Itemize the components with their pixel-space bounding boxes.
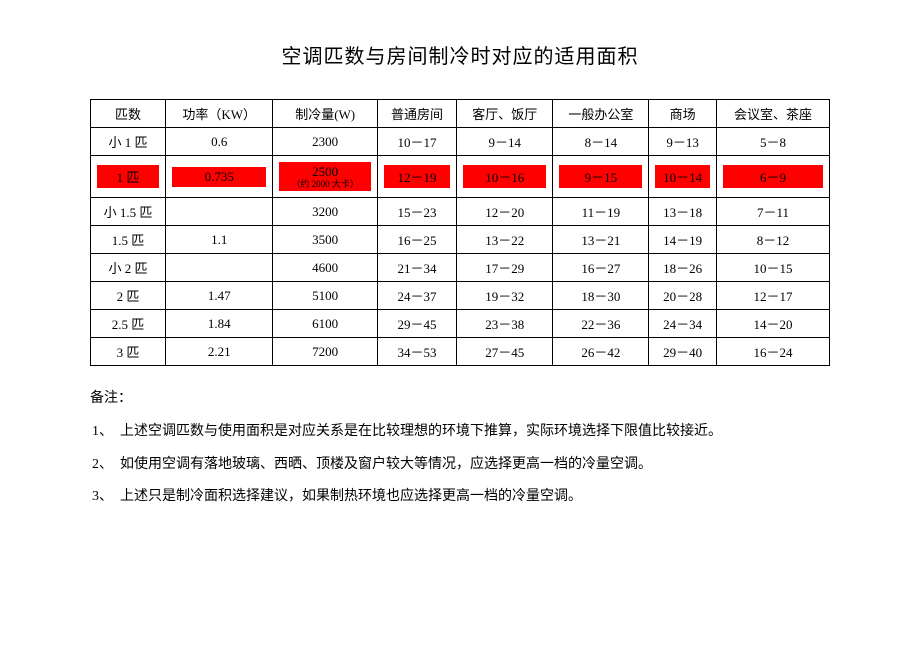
table-row: 小 1 匹0.6230010－179－148－149－135－8 [91, 128, 830, 156]
table-cell: 18－26 [649, 254, 717, 282]
table-cell: 2500（约 2000 大卡） [273, 156, 378, 198]
table-cell: 4600 [273, 254, 378, 282]
header-cell: 会议室、茶座 [716, 100, 829, 128]
table-cell: 17－29 [457, 254, 553, 282]
highlighted-value: 10－14 [655, 165, 710, 188]
table-cell: 21－34 [377, 254, 456, 282]
table-cell: 9－14 [457, 128, 553, 156]
highlighted-value: 2500（约 2000 大卡） [279, 162, 371, 192]
table-cell: 27－45 [457, 338, 553, 366]
table-cell: 26－42 [553, 338, 649, 366]
table-cell: 6－9 [716, 156, 829, 198]
table-cell: 10－17 [377, 128, 456, 156]
table-cell: 16－24 [716, 338, 829, 366]
table-cell: 10－15 [716, 254, 829, 282]
highlighted-value: 0.735 [172, 167, 266, 187]
header-cell: 一般办公室 [553, 100, 649, 128]
table-cell: 19－32 [457, 282, 553, 310]
header-cell: 功率（KW） [166, 100, 273, 128]
table-cell: 9－13 [649, 128, 717, 156]
table-cell: 20－28 [649, 282, 717, 310]
table-cell: 7200 [273, 338, 378, 366]
table-cell: 24－34 [649, 310, 717, 338]
header-cell: 匹数 [91, 100, 166, 128]
table-cell: 12－17 [716, 282, 829, 310]
ac-area-table: 匹数 功率（KW） 制冷量(W) 普通房间 客厅、饭厅 一般办公室 商场 会议室… [90, 99, 830, 366]
table-cell: 6100 [273, 310, 378, 338]
table-cell: 0.735 [166, 156, 273, 198]
table-cell [166, 254, 273, 282]
table-cell: 22－36 [553, 310, 649, 338]
table-cell: 34－53 [377, 338, 456, 366]
table-row: 1.5 匹1.1350016－2513－2213－2114－198－12 [91, 226, 830, 254]
table-cell: 14－20 [716, 310, 829, 338]
table-cell: 23－38 [457, 310, 553, 338]
header-cell: 普通房间 [377, 100, 456, 128]
table-cell: 1.1 [166, 226, 273, 254]
table-cell: 13－22 [457, 226, 553, 254]
table-cell: 2300 [273, 128, 378, 156]
table-cell: 8－14 [553, 128, 649, 156]
note-item: 3、 上述只是制冷面积选择建议，如果制热环境也应选择更高一档的冷量空调。 [92, 482, 830, 513]
table-cell: 16－27 [553, 254, 649, 282]
highlighted-value: 10－16 [463, 165, 546, 188]
table-cell: 16－25 [377, 226, 456, 254]
table-cell: 13－18 [649, 198, 717, 226]
table-cell: 29－45 [377, 310, 456, 338]
table-cell: 3500 [273, 226, 378, 254]
table-cell: 9－15 [553, 156, 649, 198]
table-cell: 10－16 [457, 156, 553, 198]
table-cell: 12－19 [377, 156, 456, 198]
table-cell: 14－19 [649, 226, 717, 254]
table-cell: 0.6 [166, 128, 273, 156]
table-cell [166, 198, 273, 226]
table-cell: 24－37 [377, 282, 456, 310]
table-row: 2 匹1.47510024－3719－3218－3020－2812－17 [91, 282, 830, 310]
table-row: 小 1.5 匹 320015－2312－2011－1913－187－11 [91, 198, 830, 226]
table-cell: 1 匹 [91, 156, 166, 198]
note-item: 1、 上述空调匹数与使用面积是对应关系是在比较理想的环境下推算，实际环境选择下限… [92, 417, 830, 448]
table-cell: 2.5 匹 [91, 310, 166, 338]
highlighted-value: 1 匹 [97, 165, 159, 188]
table-cell: 10－14 [649, 156, 717, 198]
table-cell: 小 2 匹 [91, 254, 166, 282]
table-row: 小 2 匹 460021－3417－2916－2718－2610－15 [91, 254, 830, 282]
table-cell: 15－23 [377, 198, 456, 226]
notes-section: 备注： 1、 上述空调匹数与使用面积是对应关系是在比较理想的环境下推算，实际环境… [90, 384, 830, 513]
table-cell: 3 匹 [91, 338, 166, 366]
note-item: 2、 如使用空调有落地玻璃、西晒、顶楼及窗户较大等情况，应选择更高一档的冷量空调… [92, 450, 830, 481]
table-cell: 2.21 [166, 338, 273, 366]
table-cell: 11－19 [553, 198, 649, 226]
table-row: 3 匹2.21720034－5327－4526－4229－4016－24 [91, 338, 830, 366]
table-row: 2.5 匹1.84610029－4523－3822－3624－3414－20 [91, 310, 830, 338]
highlighted-value: 9－15 [559, 165, 642, 188]
notes-label: 备注： [90, 384, 830, 415]
table-cell: 12－20 [457, 198, 553, 226]
table-cell: 29－40 [649, 338, 717, 366]
highlighted-value: 12－19 [384, 165, 450, 188]
header-cell: 客厅、饭厅 [457, 100, 553, 128]
table-cell: 18－30 [553, 282, 649, 310]
header-cell: 制冷量(W) [273, 100, 378, 128]
table-cell: 小 1 匹 [91, 128, 166, 156]
table-cell: 5－8 [716, 128, 829, 156]
table-header-row: 匹数 功率（KW） 制冷量(W) 普通房间 客厅、饭厅 一般办公室 商场 会议室… [91, 100, 830, 128]
table-cell: 8－12 [716, 226, 829, 254]
table-cell: 5100 [273, 282, 378, 310]
table-cell: 1.84 [166, 310, 273, 338]
table-cell: 3200 [273, 198, 378, 226]
highlighted-value: 6－9 [723, 165, 823, 188]
table-cell: 1.47 [166, 282, 273, 310]
table-cell: 小 1.5 匹 [91, 198, 166, 226]
table-cell: 1.5 匹 [91, 226, 166, 254]
table-cell: 7－11 [716, 198, 829, 226]
table-row: 1 匹 0.735 2500（约 2000 大卡） 12－19 10－16 9－15 10－… [91, 156, 830, 198]
table-cell: 2 匹 [91, 282, 166, 310]
header-cell: 商场 [649, 100, 717, 128]
table-cell: 13－21 [553, 226, 649, 254]
page-title: 空调匹数与房间制冷时对应的适用面积 [90, 40, 830, 69]
